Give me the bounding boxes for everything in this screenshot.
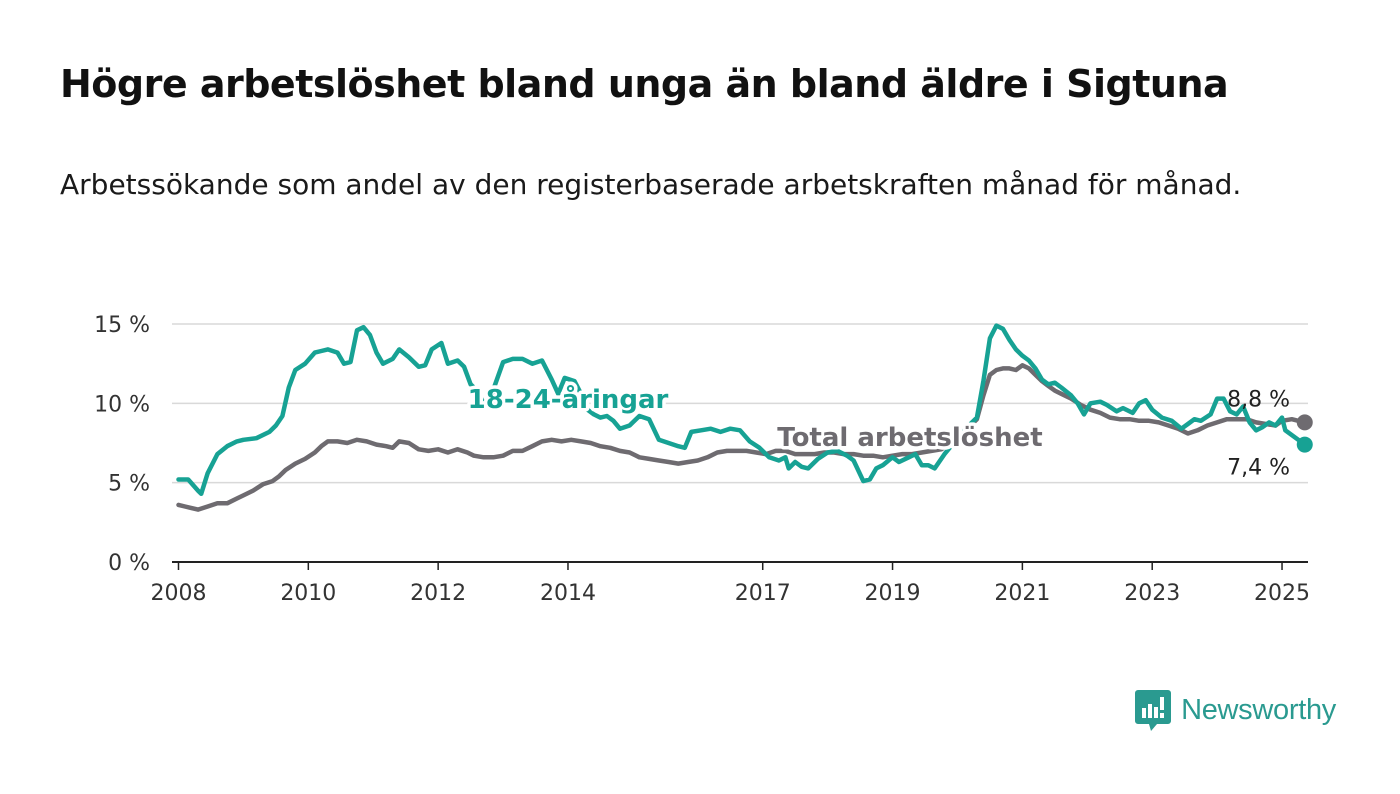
x-tick-label: 2025 (1254, 581, 1310, 606)
series-end-marker-total (1296, 414, 1313, 431)
x-tick-label: 2010 (280, 581, 336, 606)
y-tick-label: 5 % (108, 472, 150, 497)
series-label-youth: 18-24-åringar (468, 383, 669, 415)
y-tick-label: 15 % (94, 313, 150, 338)
page-title: Högre arbetslöshet bland unga än bland ä… (60, 62, 1229, 106)
chart-subtitle: Arbetssökande som andel av den registerb… (60, 168, 1242, 201)
series-label-total-halo: Total arbetslöshet (777, 423, 1042, 453)
y-tick-label: 0 % (108, 551, 150, 576)
end-label-total: 8,8 % (1227, 387, 1290, 412)
y-tick-label: 10 % (94, 392, 150, 417)
series-label-total: Total arbetslöshet (777, 423, 1042, 453)
series-label-youth-halo: 18-24-åringar (468, 383, 669, 415)
x-tick-label: 2014 (540, 581, 596, 606)
x-tick-label: 2021 (994, 581, 1050, 606)
series-line-youth (176, 323, 1308, 497)
brand-name: Newsworthy (1181, 693, 1336, 726)
series-line-total (176, 363, 1308, 512)
end-label-youth: 7,4 % (1227, 456, 1290, 481)
x-tick-label: 2023 (1124, 581, 1180, 606)
x-tick-label: 2017 (735, 581, 791, 606)
x-tick-label: 2012 (410, 581, 466, 606)
series-end-marker-youth (1296, 436, 1313, 453)
newsworthy-logo-icon (1135, 690, 1172, 731)
x-tick-label: 2008 (150, 581, 206, 606)
brand-logo: Newsworthy (1135, 688, 1336, 732)
x-tick-label: 2019 (865, 581, 921, 606)
